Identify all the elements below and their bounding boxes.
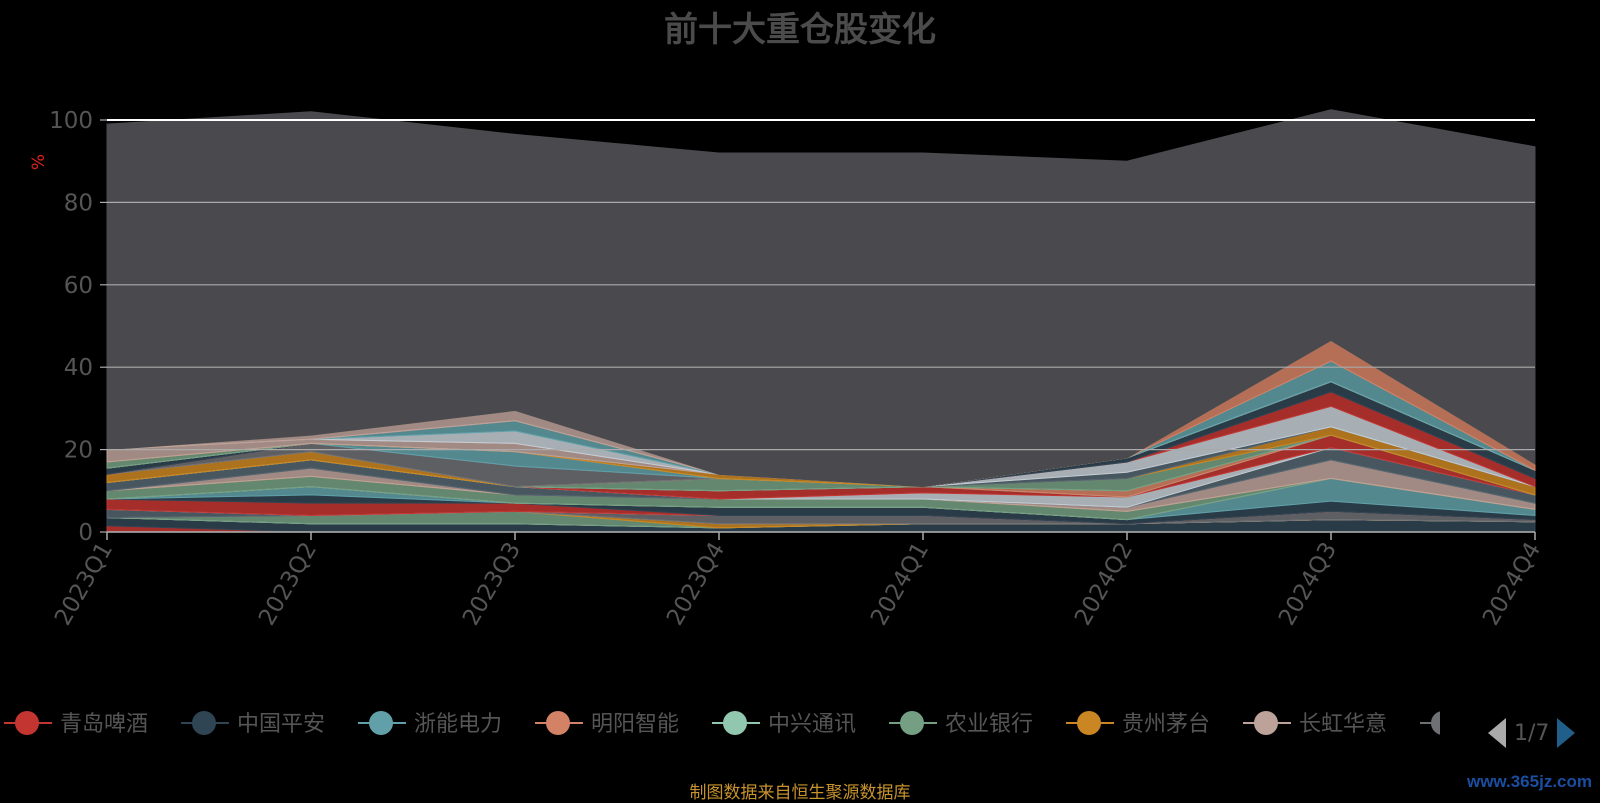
x-axis: 2023Q1 2023Q2 2023Q3 2023Q4 2024Q1 2024Q2 2024…: [50, 531, 1546, 630]
x-tick-label: 2023Q3: [458, 538, 526, 630]
watermark: www.365jz.com: [1466, 772, 1592, 791]
legend-marker-icon: [1239, 702, 1295, 742]
legend-item[interactable]: 长虹华意: [1239, 702, 1387, 742]
legend-page-number: 1/7: [1514, 720, 1550, 746]
y-axis: 0 20 40 60 80 100: [49, 108, 107, 546]
legend-item[interactable]: 农业银行: [885, 702, 1033, 742]
legend-marker-icon: [354, 702, 410, 742]
legend-item[interactable]: 青岛啤酒: [0, 702, 148, 742]
x-tick-label: 2024Q2: [1070, 538, 1138, 630]
y-tick-label: 40: [64, 355, 93, 381]
y-tick-label: 100: [49, 108, 93, 134]
legend-label: 农业银行: [945, 712, 1034, 737]
legend-marker-icon: [0, 702, 56, 742]
legend-marker-icon: [708, 702, 764, 742]
y-tick-label: 0: [78, 520, 93, 546]
legend-item[interactable]: 明阳智能: [531, 702, 679, 742]
next-page-icon[interactable]: [1557, 718, 1576, 748]
legend-item[interactable]: 贵州茅台: [1062, 702, 1210, 742]
y-tick-label: 20: [64, 438, 93, 464]
legend-item[interactable]: 工: [1416, 702, 1440, 742]
legend-label: 长虹华意: [1299, 712, 1388, 737]
legend-label: 青岛啤酒: [60, 712, 149, 737]
x-tick-label: 2023Q4: [662, 538, 730, 630]
legend: 青岛啤酒 中国平安 浙能电力 明阳智能 中兴通讯 农业银行 贵州茅台 长虹华意 工: [0, 702, 1440, 742]
prev-page-icon[interactable]: [1488, 718, 1506, 748]
legend-label: 明阳智能: [591, 712, 680, 737]
y-tick-label: 60: [64, 273, 93, 299]
legend-label: 中国平安: [237, 712, 326, 737]
area-layer: [106, 109, 1536, 533]
area-series-45[interactable]: [106, 109, 1536, 488]
chart-title: 前十大重仓股变化: [664, 10, 936, 50]
legend-label: 贵州茅台: [1122, 712, 1211, 737]
legend-label: 浙能电力: [414, 712, 503, 737]
x-tick-label: 2023Q1: [50, 538, 118, 630]
legend-pager: 1/7: [1488, 718, 1576, 748]
y-axis-label: %: [29, 154, 49, 170]
legend-label: 中兴通讯: [768, 712, 857, 737]
legend-item[interactable]: 中兴通讯: [708, 702, 856, 742]
legend-marker-icon: [531, 702, 587, 742]
legend-marker-icon: [1416, 702, 1440, 742]
x-tick-label: 2023Q2: [254, 538, 322, 630]
y-tick-label: 80: [64, 190, 93, 216]
x-tick-label: 2024Q1: [866, 538, 934, 630]
legend-marker-icon: [177, 702, 233, 742]
legend-marker-icon: [1062, 702, 1118, 742]
legend-item[interactable]: 中国平安: [177, 702, 325, 742]
data-source-note: 制图数据来自恒生聚源数据库: [689, 783, 911, 803]
legend-item[interactable]: 浙能电力: [354, 702, 502, 742]
x-tick-label: 2024Q3: [1274, 538, 1342, 630]
legend-marker-icon: [885, 702, 941, 742]
x-tick-label: 2024Q4: [1478, 538, 1546, 630]
